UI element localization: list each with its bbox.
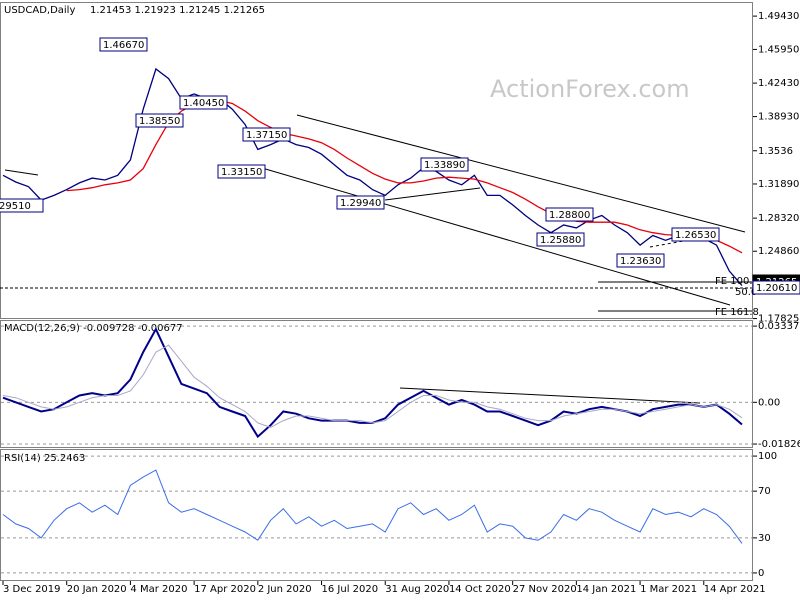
annotation: 1.28800 (549, 210, 590, 221)
annotation-box (0, 198, 44, 213)
annotation: 1.37150 (246, 130, 287, 141)
x-tick-label: 2 Jun 2020 (258, 584, 312, 595)
chart-title: USDCAD,Daily (4, 5, 75, 16)
y-tick-label: 1.31890 (758, 179, 799, 190)
trend-lines (0, 114, 752, 404)
annotation: 1.23630 (620, 256, 661, 267)
annotation: 1.26530 (675, 230, 716, 241)
macd-trend-line (399, 387, 701, 404)
annotation: 1.40450 (183, 98, 224, 109)
annotation-box (99, 37, 148, 52)
annotation-box (420, 157, 469, 172)
annotation: FE 100.0 (715, 276, 759, 287)
price-panel (0, 2, 753, 319)
rsi-title: RSI(14) 25.2463 (4, 453, 85, 464)
annotation-box (336, 195, 385, 210)
y-tick-label: 0.00 (758, 397, 780, 408)
x-tick-label: 17 Apr 2020 (194, 584, 256, 595)
annotation-box (545, 207, 594, 222)
annotation: 1.33150 (221, 167, 262, 178)
watermark: ActionForex.com (490, 75, 690, 103)
y-tick-label: 1.28320 (758, 213, 799, 224)
y-tick-label: 70 (758, 486, 771, 497)
channel-upper (296, 114, 746, 233)
annotation-box (616, 253, 665, 268)
annotation-box (671, 227, 720, 242)
annotation-box (135, 113, 184, 128)
x-tick-label: 20 Jan 2020 (67, 584, 127, 595)
x-tick-label: 1 Mar 2021 (640, 584, 697, 595)
series-line (2, 67, 743, 287)
y-tick-label: 1.49430 (758, 11, 799, 22)
x-tick-label: 27 Nov 2020 (513, 584, 577, 595)
y-tick-label: 1.42430 (758, 78, 799, 89)
y-tick-label: 30 (758, 533, 771, 544)
y-tick-label: 0.03337 (758, 321, 799, 332)
annotation: 29510 (0, 201, 31, 212)
rsi-panel (0, 449, 753, 581)
panel-frames (0, 2, 753, 581)
x-tick-label: 16 Jul 2020 (322, 584, 379, 595)
y-tick-label: 1.45950 (758, 44, 799, 55)
y-tick-label: -0.018262 (758, 439, 800, 450)
annotation: FE 161.8 (715, 307, 759, 318)
x-tick-label: 31 Aug 2020 (385, 584, 449, 595)
x-tick-label: 3 Dec 2019 (3, 584, 61, 595)
x-tick-label: 4 Mar 2020 (130, 584, 187, 595)
y-tick-label: 1.3536 (758, 146, 793, 157)
annotation-box (752, 280, 800, 295)
y-tick-label: 1.24860 (758, 246, 799, 257)
annotation: 1.29940 (340, 198, 381, 209)
y-tick-label: 0 (758, 568, 764, 579)
series-line (66, 99, 743, 254)
annotation-box (536, 232, 585, 247)
annotation: 1.38550 (139, 116, 180, 127)
annotation-box (242, 127, 291, 142)
support-line (384, 187, 481, 201)
macd-panel (0, 320, 753, 448)
annotation: 1.46670 (103, 40, 144, 51)
y-tick-label: 1.38930 (758, 112, 799, 123)
y-tick-label: 1.17825 (758, 314, 799, 325)
annotation: 1.20610 (756, 283, 797, 294)
macd-title: MACD(12,26,9) -0.009728 -0.00677 (4, 323, 183, 334)
series-line (2, 469, 743, 544)
annotation-box (217, 164, 266, 179)
trend-line (4, 169, 39, 176)
x-tick-label: 14 Oct 2020 (449, 584, 511, 595)
x-tick-label: 14 Jan 2021 (576, 584, 636, 595)
annotation: 1.33890 (424, 160, 465, 171)
annotation: 1.25880 (540, 235, 581, 246)
chart-subtitle: 1.21453 1.21923 1.21245 1.21265 (90, 5, 265, 16)
x-tick-label: 14 Apr 2021 (704, 584, 766, 595)
series-line (2, 344, 743, 428)
annotation-box (179, 95, 228, 110)
y-tick-label: 100 (758, 451, 777, 462)
annotation: 50.0 (735, 287, 757, 298)
